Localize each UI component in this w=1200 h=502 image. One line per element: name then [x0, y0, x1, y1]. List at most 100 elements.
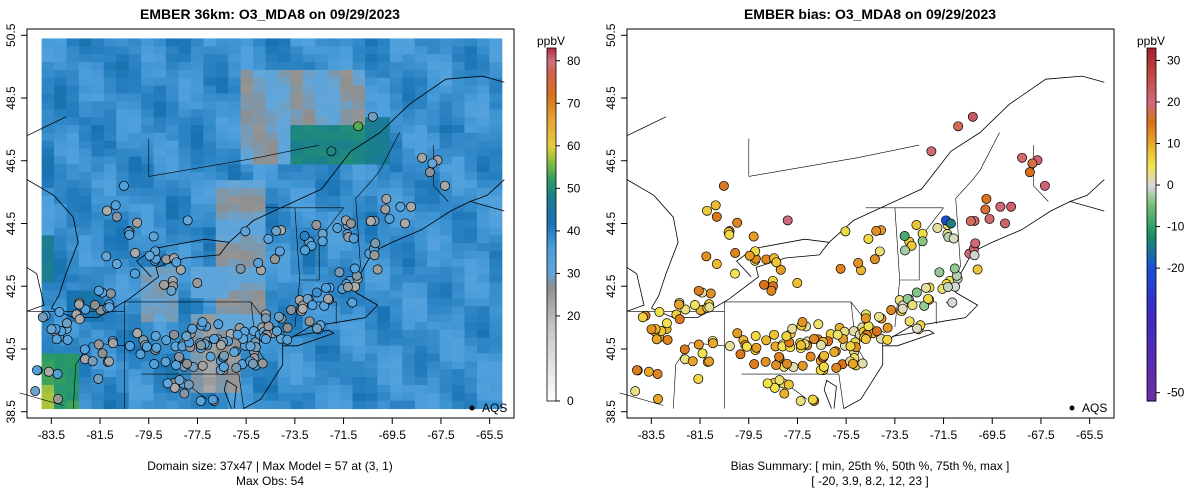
grid-cell [414, 109, 428, 118]
obs-site-point [380, 204, 391, 215]
colorbar-swatch [1147, 65, 1156, 70]
grid-cell [265, 282, 279, 291]
grid-cell [116, 258, 130, 268]
grid-cell [265, 266, 279, 276]
bias-site-point [792, 278, 803, 288]
grid-cell [141, 77, 155, 87]
grid-cell [103, 258, 117, 268]
grid-cell [277, 188, 291, 197]
grid-cell [315, 172, 329, 181]
obs-site-point [231, 362, 242, 373]
grid-cell [215, 69, 229, 79]
obs-site-point [286, 305, 297, 315]
grid-cell [277, 195, 291, 205]
grid-cell [165, 125, 179, 134]
grid-cell [128, 46, 142, 55]
coastline [626, 116, 667, 137]
grid-cell [489, 132, 503, 142]
grid-cell [414, 164, 428, 173]
grid-cell [253, 369, 266, 378]
grid-cell [91, 345, 105, 354]
colorbar-swatch [547, 345, 556, 349]
colorbar-swatch [1147, 95, 1156, 99]
grid-cell [78, 109, 92, 118]
grid-cell [352, 172, 366, 181]
grid-cell [389, 282, 403, 291]
grid-cell [427, 101, 441, 110]
model-obs-points [30, 111, 450, 406]
grid-cell [489, 345, 503, 354]
grid-cell [165, 227, 179, 236]
grid-cell [240, 38, 254, 47]
grid-cell [427, 195, 441, 205]
grid-cell [153, 195, 167, 205]
grid-cell [402, 400, 416, 410]
bias-map-panel: EMBER bias: O3_MDA8 on 09/29/2023 AQS -8… [604, 6, 1185, 488]
obs-site-point [174, 351, 185, 362]
grid-cell [265, 306, 279, 315]
grid-cell [414, 243, 428, 252]
grid-cell [389, 321, 403, 331]
grid-cell [315, 353, 329, 362]
obs-site-point [247, 358, 258, 369]
grid-cell [277, 140, 291, 150]
grid-cell [91, 243, 105, 252]
grid-cell [402, 306, 416, 315]
grid-cell [290, 227, 304, 236]
grid-cell [153, 219, 167, 228]
grid-cell [116, 337, 130, 347]
grid-cell [452, 93, 466, 102]
grid-cell [315, 195, 329, 205]
grid-cell [277, 180, 291, 189]
grid-cell [141, 306, 155, 315]
colorbar-swatch [547, 371, 556, 376]
grid-cell [327, 321, 341, 331]
grid-cell [352, 227, 366, 236]
grid-cell [203, 109, 217, 118]
grid-cell [452, 77, 466, 87]
grid-cell [54, 38, 67, 47]
grid-cell [66, 85, 80, 95]
grid-cell [340, 243, 354, 252]
grid-cell [302, 274, 316, 284]
grid-cell [54, 384, 67, 394]
grid-cell [452, 46, 466, 55]
grid-cell [91, 172, 105, 181]
grid-cell [414, 69, 428, 79]
grid-cell [41, 109, 55, 118]
grid-cell [178, 274, 192, 284]
grid-cell [78, 148, 92, 158]
grid-cell [476, 180, 490, 189]
grid-cell [91, 101, 105, 110]
grid-cell [141, 101, 155, 110]
grid-cell [464, 337, 478, 347]
grid-cell [215, 109, 229, 118]
obs-site-point [169, 382, 180, 393]
colorbar-swatch [1147, 377, 1156, 382]
grid-cell [302, 353, 316, 362]
grid-cell [402, 54, 416, 63]
grid-cell [66, 69, 80, 79]
grid-cell [178, 258, 192, 268]
grid-cell [476, 361, 490, 370]
grid-cell [402, 235, 416, 244]
grid-cell [315, 101, 329, 110]
obs-site-point [334, 267, 345, 278]
grid-cell [402, 321, 416, 331]
grid-cell [203, 290, 217, 299]
grid-cell [103, 85, 117, 95]
colorbar-swatch [1147, 295, 1156, 299]
grid-cell [315, 85, 329, 95]
grid-cell [377, 101, 391, 110]
grid-cell [153, 180, 167, 189]
bias-site-point [730, 248, 741, 258]
grid-cell [476, 38, 490, 47]
grid-cell [414, 235, 428, 244]
bias-site-point [831, 362, 842, 373]
colorbar-swatch [1147, 350, 1156, 355]
grid-cell [240, 77, 254, 87]
colorbar-swatch [1147, 242, 1156, 246]
obs-site-point [406, 201, 417, 212]
grid-cell [116, 93, 130, 102]
